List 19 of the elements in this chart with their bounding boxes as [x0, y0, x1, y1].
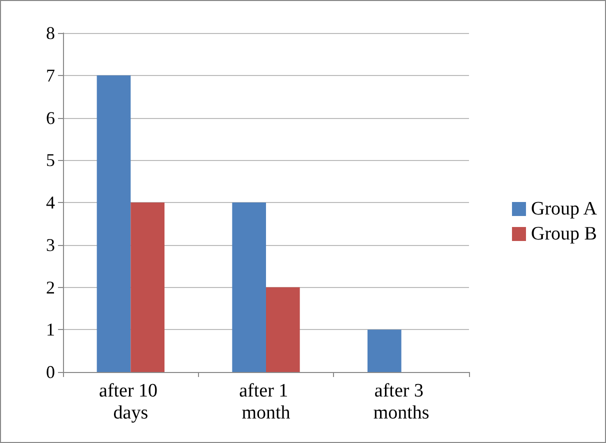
y-tick-label: 2 [46, 277, 55, 298]
y-tick-label: 8 [46, 23, 55, 43]
legend-label: Group B [530, 224, 597, 244]
bar [266, 287, 300, 372]
x-tick-label: after 3 months [373, 380, 430, 424]
x-tick-label: after 10 days [99, 380, 162, 424]
y-tick-label: 7 [46, 65, 55, 86]
y-tick-label: 0 [46, 362, 55, 382]
bar [232, 202, 266, 372]
y-tick-label: 4 [46, 192, 55, 212]
y-tick-label: 5 [46, 150, 55, 170]
legend-label: Group A [530, 198, 598, 220]
bar [130, 202, 164, 372]
x-tick-label: after 1 month [239, 380, 293, 424]
y-tick-label: 3 [46, 234, 55, 255]
y-tick-label: 1 [46, 320, 55, 340]
y-tick-label: 6 [46, 108, 55, 128]
bar [96, 75, 131, 372]
bar [368, 330, 402, 372]
